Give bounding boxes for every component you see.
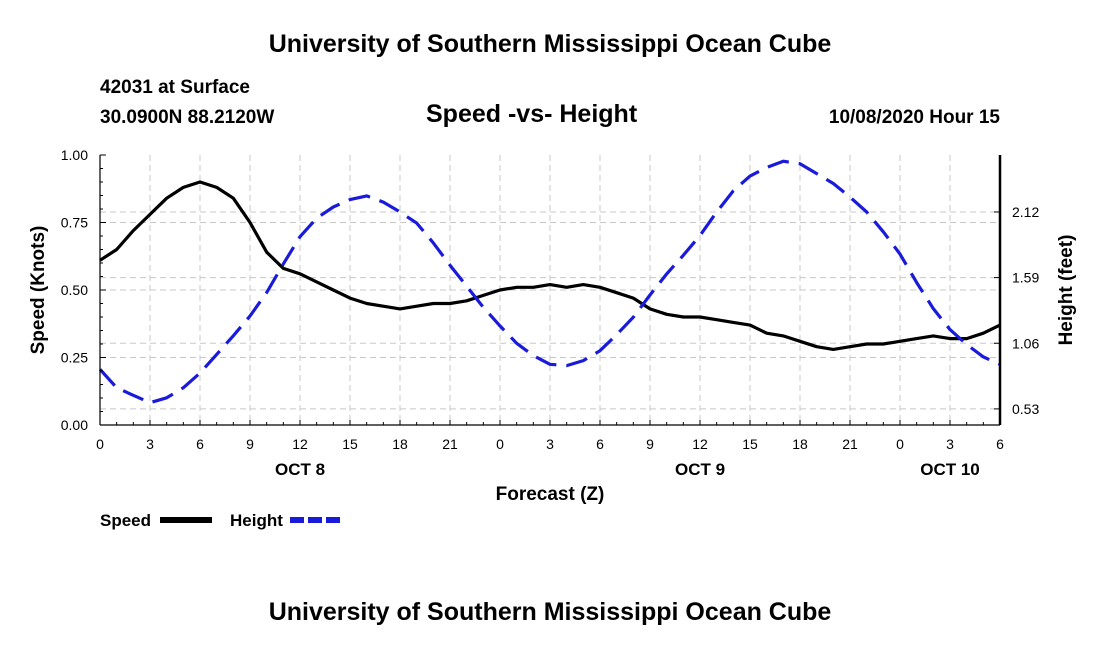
x-tick-label: 9 bbox=[246, 436, 254, 452]
y2-axis-title: Height (feet) bbox=[1056, 235, 1077, 346]
legend-label-speed: Speed bbox=[100, 511, 151, 530]
x-tick-label: 15 bbox=[342, 436, 358, 452]
legend-label-height: Height bbox=[230, 511, 283, 530]
y2-tick-label: 1.06 bbox=[1012, 335, 1039, 351]
y-tick-label: 0.50 bbox=[61, 282, 88, 298]
day-label: OCT 10 bbox=[920, 460, 980, 479]
y2-tick-label: 2.12 bbox=[1012, 204, 1039, 220]
date-label: 10/08/2020 Hour 15 bbox=[828, 107, 1000, 128]
x-tick-label: 12 bbox=[292, 436, 308, 452]
x-tick-label: 6 bbox=[196, 436, 204, 452]
x-tick-label: 0 bbox=[896, 436, 904, 452]
x-tick-label: 3 bbox=[146, 436, 154, 452]
y-tick-label: 0.75 bbox=[61, 215, 88, 231]
page-title: University of Southern Mississippi Ocean… bbox=[268, 30, 832, 58]
x-tick-label: 0 bbox=[496, 436, 504, 452]
x-tick-label: 21 bbox=[442, 436, 458, 452]
x-tick-label: 18 bbox=[792, 436, 808, 452]
x-tick-label: 6 bbox=[996, 436, 1004, 452]
y-tick-label: 1.00 bbox=[61, 147, 88, 163]
x-tick-label: 12 bbox=[692, 436, 708, 452]
y-axis-title: Speed (Knots) bbox=[28, 226, 49, 355]
chart-title: Speed -vs- Height bbox=[426, 100, 638, 128]
x-tick-label: 6 bbox=[596, 436, 604, 452]
y-tick-label: 0.25 bbox=[61, 350, 88, 366]
chart: 0 3 6 9 12 15 18 21 0 3 6 9 12 15 18 21 0 3 6 0.00 0.25 0.50 0… bbox=[28, 147, 1077, 530]
series-line-speed bbox=[99, 180, 1001, 351]
y2-tick-label: 0.53 bbox=[1012, 401, 1039, 417]
x-tick-label: 21 bbox=[842, 436, 858, 452]
y2-tick-label: 1.59 bbox=[1012, 270, 1039, 286]
x-tick-label: 3 bbox=[546, 436, 554, 452]
x-tick-label: 3 bbox=[946, 436, 954, 452]
x-tick-label: 9 bbox=[646, 436, 654, 452]
y-tick-label: 0.00 bbox=[61, 417, 88, 433]
x-tick-label: 18 bbox=[392, 436, 408, 452]
footer-title: University of Southern Mississippi Ocean… bbox=[268, 598, 832, 626]
day-label: OCT 9 bbox=[675, 460, 725, 479]
series-line-height bbox=[98, 159, 1001, 405]
x-axis-title: Forecast (Z) bbox=[496, 484, 605, 505]
x-tick-label: 15 bbox=[742, 436, 758, 452]
coordinates-label: 30.0900N 88.2120W bbox=[100, 107, 275, 128]
x-tick-label: 0 bbox=[96, 436, 104, 452]
day-label: OCT 8 bbox=[275, 460, 325, 479]
station-label: 42031 at Surface bbox=[100, 77, 250, 98]
